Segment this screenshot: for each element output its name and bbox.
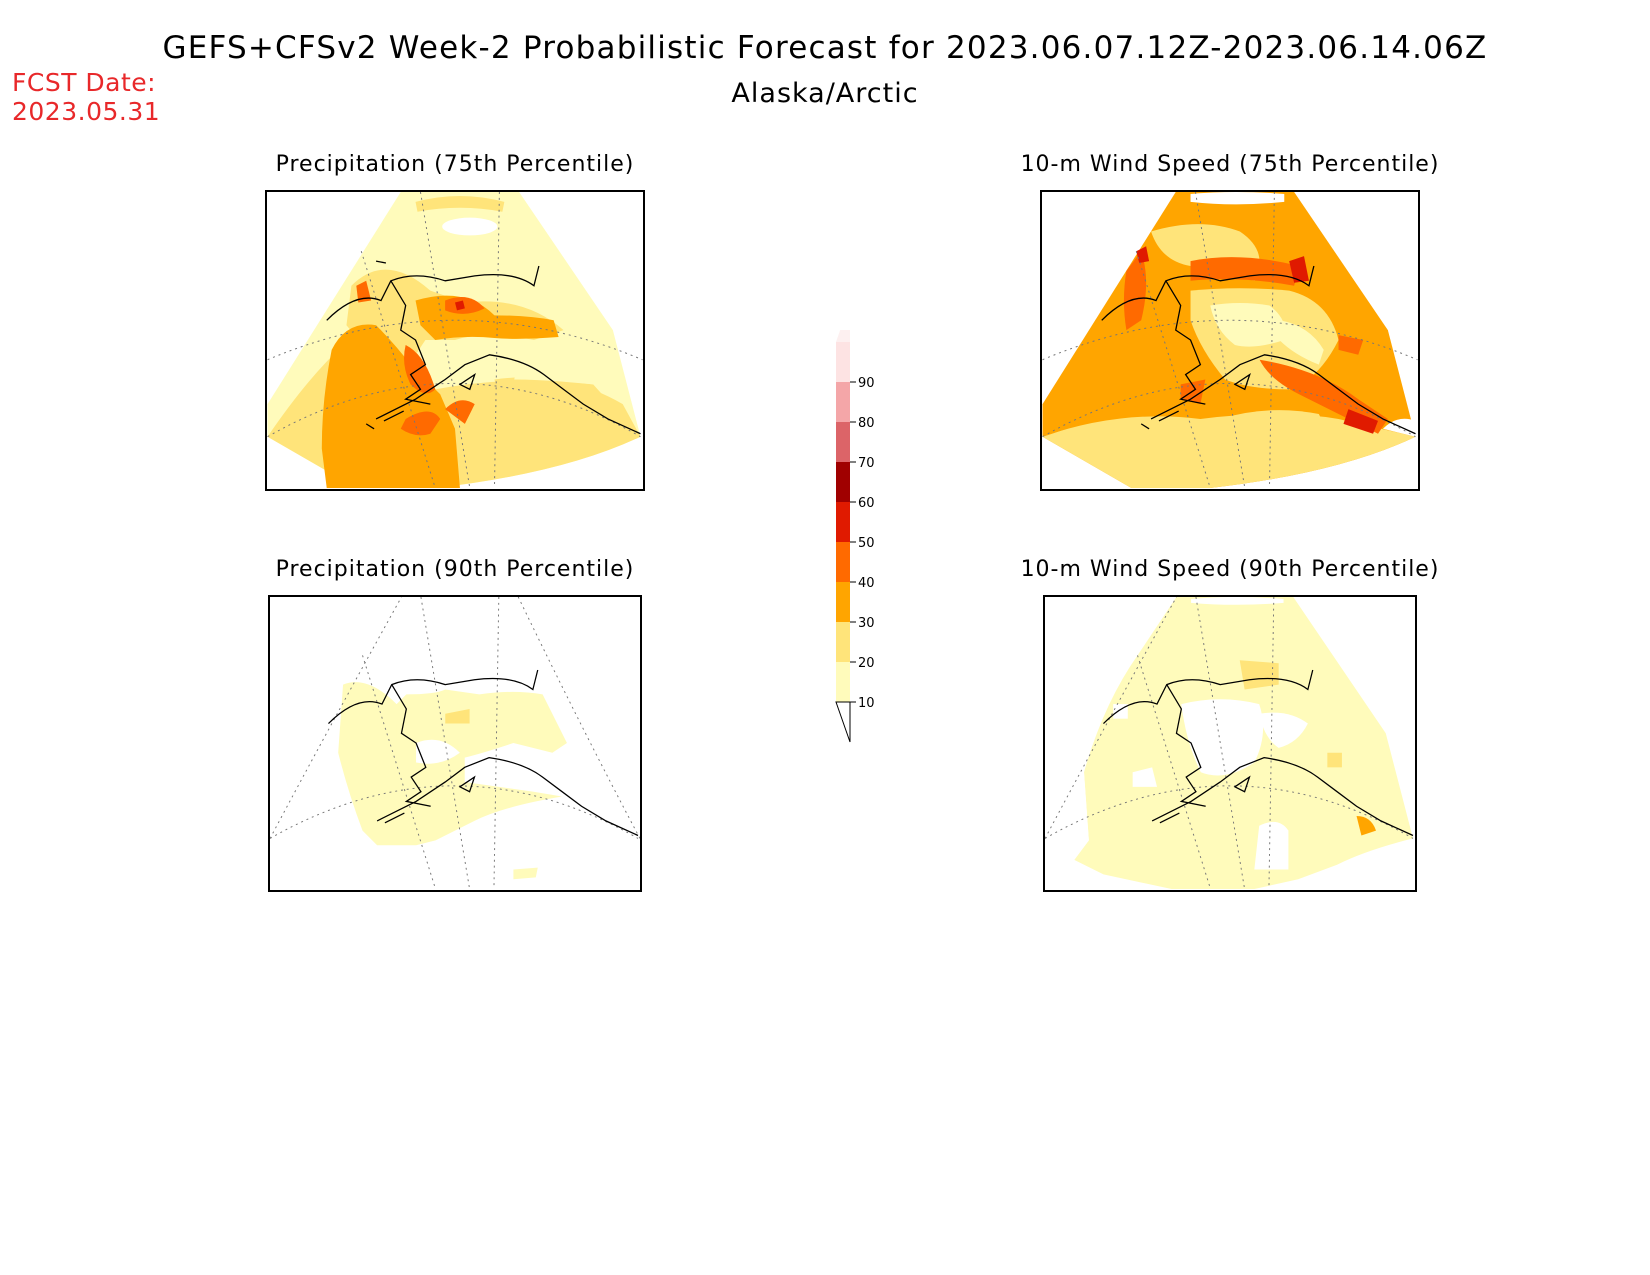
colorbar-tick-label: 60: [858, 496, 875, 511]
map-panel-wind-75: [1040, 190, 1420, 491]
forecast-date-block: FCST Date: 2023.05.31: [12, 68, 160, 126]
colorbar-tick-label: 30: [858, 616, 875, 631]
colorbar-tick-label: 80: [858, 416, 875, 431]
panel-title-precip-75: Precipitation (75th Percentile): [275, 152, 635, 177]
colorbar-segment: [836, 662, 850, 702]
panel-title-wind-75: 10-m Wind Speed (75th Percentile): [1020, 152, 1440, 177]
colorbar-segment: [836, 582, 850, 622]
colorbar-tick-label: 10: [858, 696, 875, 711]
colorbar-segments: [835, 330, 851, 743]
forecast-date-value: 2023.05.31: [12, 97, 161, 126]
colorbar-segment: [836, 382, 850, 422]
chart-title: GEFS+CFSv2 Week-2 Probabilistic Forecast…: [162, 30, 1488, 66]
colorbar-tick-label: 90: [858, 376, 875, 391]
colorbar-tick-label: 20: [858, 656, 875, 671]
colorbar-segment: [836, 622, 850, 662]
colorbar-segment: [836, 542, 850, 582]
map-precip-90: [270, 597, 640, 890]
map-wind-75: [1042, 192, 1418, 489]
colorbar-tick-label: 70: [858, 456, 875, 471]
colorbar: 10 20 30 40 50 60 70 80 90: [835, 330, 875, 743]
colorbar-segment: [836, 462, 850, 502]
forecast-date-label: FCST Date:: [12, 68, 157, 97]
colorbar-ticks: 10 20 30 40 50 60 70 80 90: [850, 376, 875, 711]
map-precip-75: [267, 192, 643, 489]
region-subtitle: Alaska/Arctic: [731, 78, 919, 109]
map-panel-wind-90: [1043, 595, 1417, 892]
map-wind-90: [1045, 597, 1414, 890]
colorbar-bottom-cap: [835, 701, 851, 743]
colorbar-segment: [836, 342, 850, 382]
panel-title-precip-90: Precipitation (90th Percentile): [275, 557, 635, 582]
colorbar-tick-label: 50: [858, 536, 875, 551]
map-panel-precip-75: [265, 190, 645, 491]
colorbar-tick-label: 40: [858, 576, 875, 591]
colorbar-top-cap: [836, 330, 850, 342]
colorbar-segment: [836, 502, 850, 542]
map-panel-precip-90: [268, 595, 642, 892]
colorbar-segment: [836, 422, 850, 462]
panel-title-wind-90: 10-m Wind Speed (90th Percentile): [1020, 557, 1440, 582]
